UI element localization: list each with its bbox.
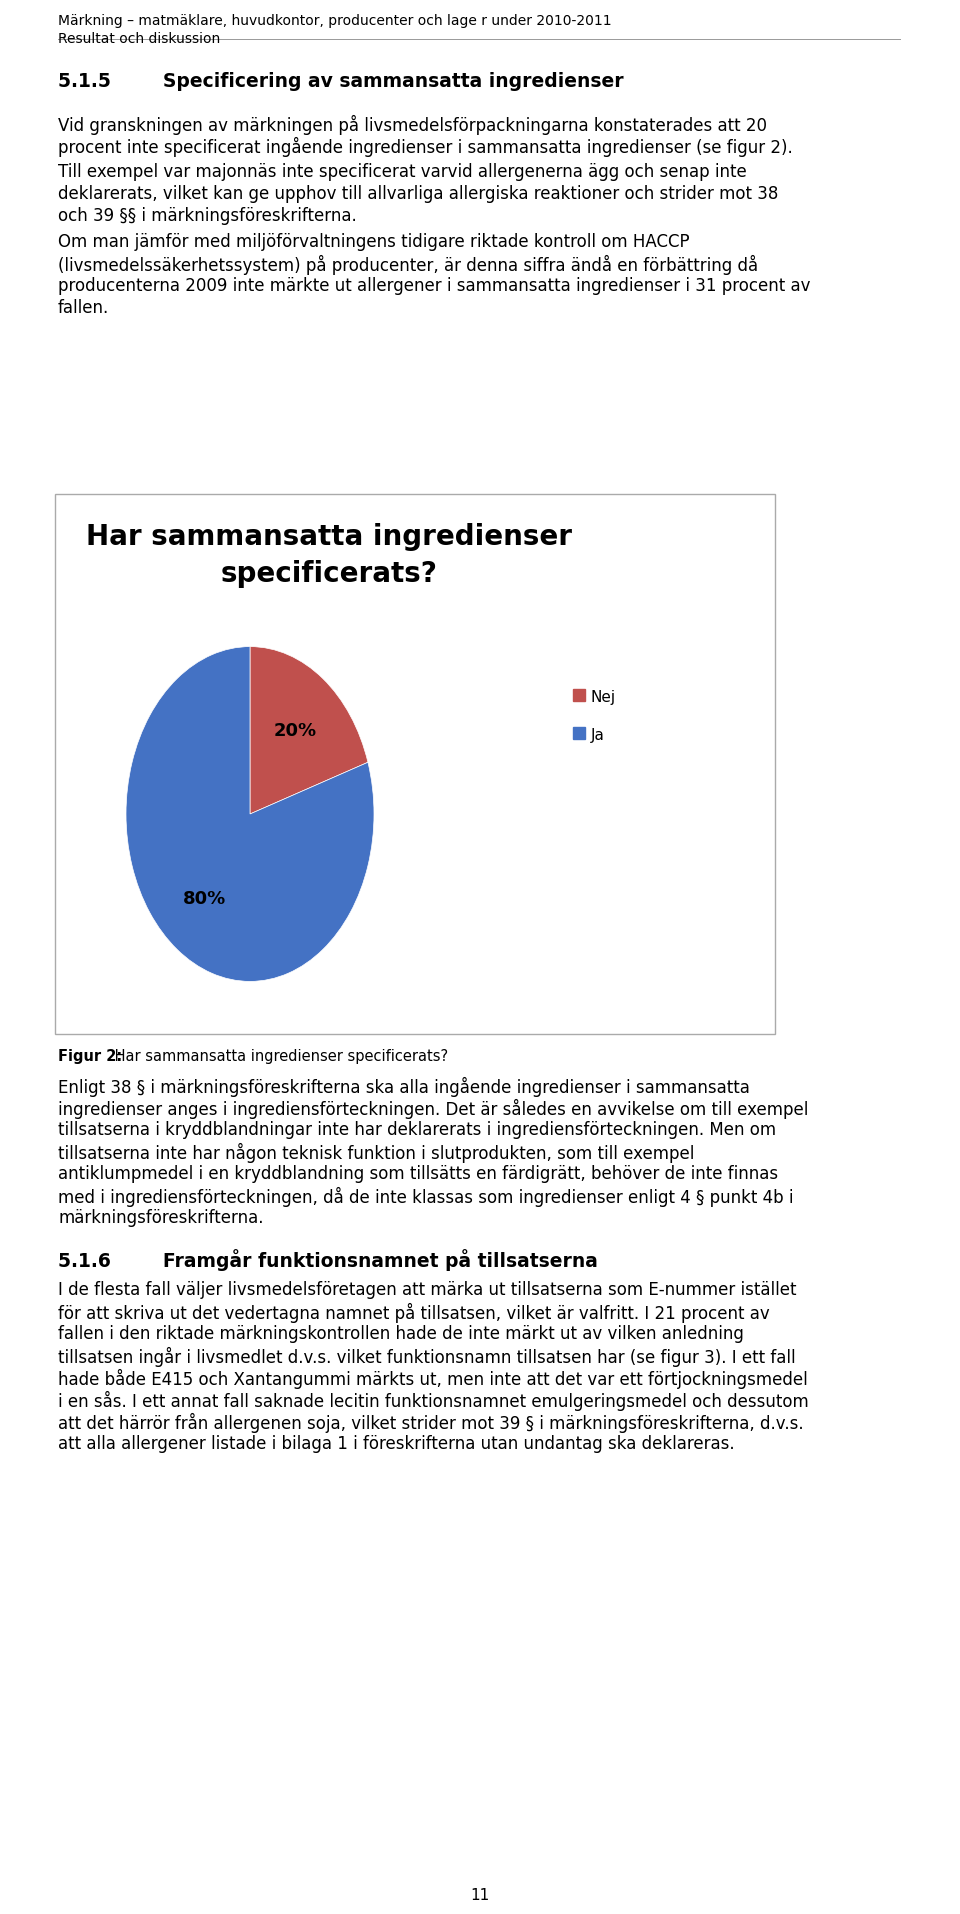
Text: 80%: 80% — [183, 890, 227, 907]
Text: procent inte specificerat ingående ingredienser i sammansatta ingredienser (se f: procent inte specificerat ingående ingre… — [58, 138, 793, 157]
Text: Vid granskningen av märkningen på livsmedelsförpackningarna konstaterades att 20: Vid granskningen av märkningen på livsme… — [58, 115, 767, 136]
Text: Enligt 38 § i märkningsföreskrifterna ska alla ingående ingredienser i sammansat: Enligt 38 § i märkningsföreskrifterna sk… — [58, 1076, 750, 1097]
Text: för att skriva ut det vedertagna namnet på tillsatsen, vilket är valfritt. I 21 : för att skriva ut det vedertagna namnet … — [58, 1302, 770, 1323]
Text: i en sås. I ett annat fall saknade lecitin funktionsnamnet emulgeringsmedel och : i en sås. I ett annat fall saknade lecit… — [58, 1390, 808, 1411]
Text: märkningsföreskrifterna.: märkningsföreskrifterna. — [58, 1208, 263, 1227]
Bar — [573, 689, 586, 702]
Text: att det härrör från allergenen soja, vilket strider mot 39 § i märkningsföreskri: att det härrör från allergenen soja, vil… — [58, 1413, 804, 1432]
Text: antiklumpmedel i en kryddblandning som tillsätts en färdigrätt, behöver de inte : antiklumpmedel i en kryddblandning som t… — [58, 1164, 779, 1183]
Text: Märkning – matmäklare, huvudkontor, producenter och lage r under 2010-2011: Märkning – matmäklare, huvudkontor, prod… — [58, 13, 612, 29]
Text: tillsatserna i kryddblandningar inte har deklarerats i ingrediensförteckningen. : tillsatserna i kryddblandningar inte har… — [58, 1120, 776, 1139]
Text: I de flesta fall väljer livsmedelsföretagen att märka ut tillsatserna som E-numm: I de flesta fall väljer livsmedelsföreta… — [58, 1280, 797, 1298]
Text: fallen i den riktade märkningskontrollen hade de inte märkt ut av vilken anledni: fallen i den riktade märkningskontrollen… — [58, 1324, 744, 1342]
Text: Nej: Nej — [590, 689, 615, 704]
Bar — [573, 727, 586, 739]
Text: hade både E415 och Xantangummi märkts ut, men inte att det var ett förtjocknings: hade både E415 och Xantangummi märkts ut… — [58, 1369, 807, 1388]
Text: tillsatserna inte har någon teknisk funktion i slutprodukten, som till exempel: tillsatserna inte har någon teknisk funk… — [58, 1143, 694, 1162]
Text: och 39 §§ i märkningsföreskrifterna.: och 39 §§ i märkningsföreskrifterna. — [58, 207, 357, 224]
Text: specificerats?: specificerats? — [220, 559, 437, 588]
Text: Har sammansatta ingredienser: Har sammansatta ingredienser — [85, 523, 571, 551]
Text: 20%: 20% — [274, 722, 317, 739]
Text: Om man jämför med miljöförvaltningens tidigare riktade kontroll om HACCP: Om man jämför med miljöförvaltningens ti… — [58, 234, 689, 251]
Text: ingredienser anges i ingrediensförteckningen. Det är således en avvikelse om til: ingredienser anges i ingrediensförteckni… — [58, 1099, 808, 1118]
Text: Figur 2:: Figur 2: — [58, 1049, 122, 1064]
Text: 5.1.5        Specificering av sammansatta ingredienser: 5.1.5 Specificering av sammansatta ingre… — [58, 73, 624, 92]
Text: 11: 11 — [470, 1887, 490, 1903]
Text: med i ingrediensförteckningen, då de inte klassas som ingredienser enligt 4 § pu: med i ingrediensförteckningen, då de int… — [58, 1187, 794, 1206]
Text: Resultat och diskussion: Resultat och diskussion — [58, 33, 220, 46]
Text: Till exempel var majonnäs inte specificerat varvid allergenerna ägg och senap in: Till exempel var majonnäs inte specifice… — [58, 163, 747, 182]
Text: (livsmedelssäkerhetssystem) på producenter, är denna siffra ändå en förbättring : (livsmedelssäkerhetssystem) på producent… — [58, 255, 758, 276]
Text: 5.1.6        Framgår funktionsnamnet på tillsatserna: 5.1.6 Framgår funktionsnamnet på tillsat… — [58, 1248, 598, 1271]
Text: Ja: Ja — [590, 727, 604, 743]
Text: Har sammansatta ingredienser specificerats?: Har sammansatta ingredienser specificera… — [110, 1049, 448, 1064]
Text: deklarerats, vilket kan ge upphov till allvarliga allergiska reaktioner och stri: deklarerats, vilket kan ge upphov till a… — [58, 186, 779, 203]
Text: fallen.: fallen. — [58, 299, 109, 318]
Text: producenterna 2009 inte märkte ut allergener i sammansatta ingredienser i 31 pro: producenterna 2009 inte märkte ut allerg… — [58, 278, 810, 295]
Text: tillsatsen ingår i livsmedlet d.v.s. vilket funktionsnamn tillsatsen har (se fig: tillsatsen ingår i livsmedlet d.v.s. vil… — [58, 1346, 796, 1367]
Wedge shape — [126, 647, 374, 982]
Wedge shape — [250, 647, 368, 815]
Bar — [55, 494, 775, 1034]
Text: att alla allergener listade i bilaga 1 i föreskrifterna utan undantag ska deklar: att alla allergener listade i bilaga 1 i… — [58, 1434, 734, 1453]
